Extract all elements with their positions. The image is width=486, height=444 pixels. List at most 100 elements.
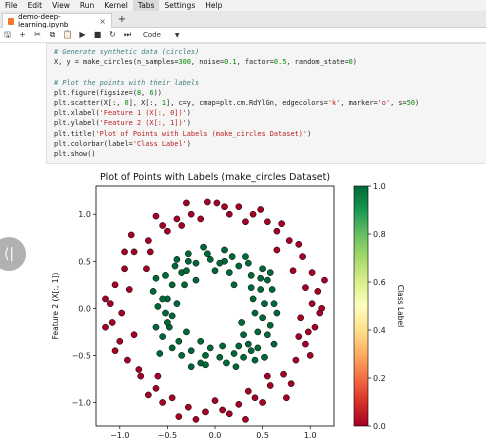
data-point-class-0 (304, 328, 312, 336)
data-point-class-1 (247, 347, 255, 355)
data-point-class-0 (264, 218, 271, 226)
menu-tabs[interactable]: Tabs (132, 0, 160, 11)
data-point-class-0 (154, 372, 162, 380)
data-point-class-1 (266, 269, 274, 276)
data-point-class-1 (235, 342, 243, 350)
menu-edit[interactable]: Edit (27, 1, 43, 10)
data-point-class-0 (213, 199, 221, 207)
data-point-class-0 (159, 222, 166, 229)
cut-icon[interactable]: ✂ (34, 30, 41, 39)
data-point-class-0 (259, 399, 266, 406)
data-point-class-1 (202, 361, 209, 369)
data-point-class-0 (295, 333, 303, 340)
add-cell-icon[interactable]: + (19, 30, 26, 39)
data-point-class-0 (192, 416, 200, 423)
menu-run[interactable]: Run (79, 1, 95, 10)
data-point-class-0 (135, 366, 143, 373)
data-point-class-1 (261, 300, 268, 307)
data-point-class-1 (184, 250, 192, 258)
data-point-class-1 (268, 286, 276, 293)
paste-icon[interactable]: 📋 (62, 30, 73, 39)
data-point-class-1 (164, 319, 171, 326)
y-tick-label: −0.5 (72, 351, 91, 360)
copy-icon[interactable]: ⧉ (49, 30, 56, 39)
data-point-class-1 (183, 267, 190, 275)
data-point-class-1 (152, 323, 160, 331)
data-point-class-0 (299, 253, 306, 260)
y-axis-label: Feature 2 (X[:, 1]) (51, 273, 60, 340)
code-line: # Generate synthetic data (circles) (54, 48, 200, 56)
data-point-class-1 (251, 309, 259, 317)
restart-icon[interactable]: ↻ (109, 30, 116, 39)
code-line: X, y = make_circles(n_samples=300, noise… (54, 58, 357, 67)
save-icon[interactable]: 🖫 (4, 30, 11, 39)
plot-area (95, 185, 335, 427)
cell-type-dropdown[interactable]: Code ▼ (143, 31, 180, 39)
scatter-chart: Plot of Points with Labels (make_circles… (51, 172, 405, 440)
data-point-class-1 (171, 262, 179, 270)
data-point-class-0 (242, 416, 249, 423)
data-point-class-0 (152, 385, 160, 392)
data-point-class-1 (230, 350, 238, 357)
data-point-class-0 (302, 284, 309, 291)
data-point-class-0 (306, 352, 314, 359)
x-tick-label: 1.0 (304, 431, 317, 440)
data-point-class-1 (192, 276, 200, 284)
close-icon[interactable]: × (99, 16, 106, 26)
code-line: plt.figure(figsize=(8, 6)) (54, 88, 162, 97)
menu-settings[interactable]: Settings (164, 1, 196, 10)
data-point-class-1 (168, 344, 176, 352)
stop-icon[interactable]: ■ (93, 30, 102, 39)
data-point-class-0 (173, 215, 181, 223)
menu-help[interactable]: Help (205, 1, 223, 10)
data-point-class-0 (235, 401, 243, 408)
data-point-class-1 (173, 256, 181, 263)
data-point-class-0 (130, 331, 138, 339)
data-point-class-1 (221, 246, 228, 254)
data-point-class-1 (206, 344, 214, 352)
data-point-class-1 (156, 350, 164, 357)
data-point-class-0 (197, 215, 205, 223)
data-point-class-0 (145, 237, 152, 244)
data-point-class-0 (146, 248, 154, 256)
data-point-class-1 (181, 281, 188, 289)
menu-kernel[interactable]: Kernel (104, 1, 128, 10)
data-point-class-0 (116, 337, 124, 345)
data-point-class-1 (216, 353, 224, 361)
y-tick-label: −1.0 (72, 398, 91, 407)
notebook-tab[interactable]: demo-deep-learning.ipynb × (2, 13, 112, 29)
data-point-class-0 (235, 203, 243, 211)
data-point-class-1 (264, 331, 271, 339)
data-point-class-1 (230, 281, 238, 289)
data-point-class-0 (202, 408, 209, 416)
data-point-class-1 (211, 267, 219, 275)
data-point-class-0 (249, 210, 257, 218)
data-point-class-1 (249, 295, 257, 303)
data-point-class-0 (308, 300, 316, 307)
collapse-handle-icon[interactable]: ⟨| (0, 237, 26, 271)
data-point-class-0 (187, 210, 195, 218)
menu-view[interactable]: View (52, 1, 70, 10)
menu-file[interactable]: File (5, 1, 18, 10)
fast-forward-icon[interactable]: ⏭ (123, 30, 132, 39)
new-tab-button[interactable]: + (117, 14, 127, 25)
colorbar (353, 185, 369, 427)
data-point-class-1 (257, 274, 265, 282)
data-point-class-0 (316, 309, 324, 317)
data-point-class-0 (130, 248, 138, 256)
data-point-class-0 (289, 267, 297, 275)
data-point-class-0 (102, 295, 109, 303)
data-point-class-1 (257, 286, 265, 293)
run-icon[interactable]: ▶ (79, 30, 86, 39)
data-point-class-0 (264, 372, 271, 380)
data-point-class-0 (125, 286, 133, 293)
data-point-class-0 (280, 370, 287, 378)
data-point-class-1 (184, 257, 192, 265)
data-point-class-0 (283, 394, 290, 402)
data-point-class-1 (206, 256, 214, 263)
data-point-class-1 (261, 353, 268, 361)
data-point-class-1 (270, 300, 278, 307)
data-point-class-1 (223, 359, 230, 367)
code-cell[interactable]: # Generate synthetic data (circles) X, y… (46, 43, 486, 164)
data-point-class-0 (183, 199, 190, 207)
